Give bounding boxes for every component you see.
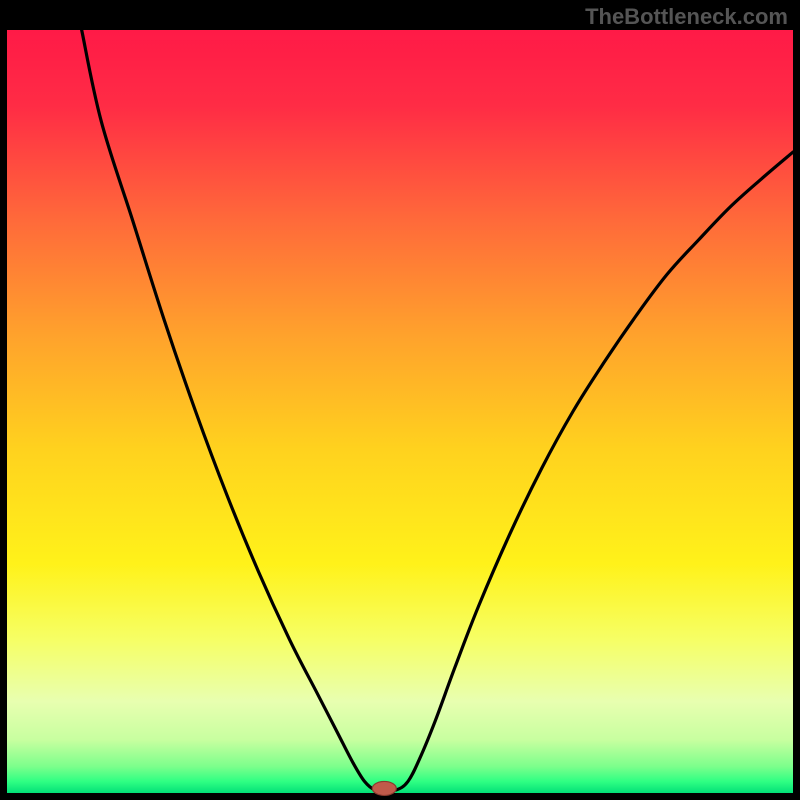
bottleneck-chart — [0, 0, 800, 800]
chart-plot-area — [7, 30, 793, 793]
optimal-point-marker — [372, 781, 396, 795]
watermark-text: TheBottleneck.com — [585, 4, 788, 30]
chart-container: TheBottleneck.com — [0, 0, 800, 800]
